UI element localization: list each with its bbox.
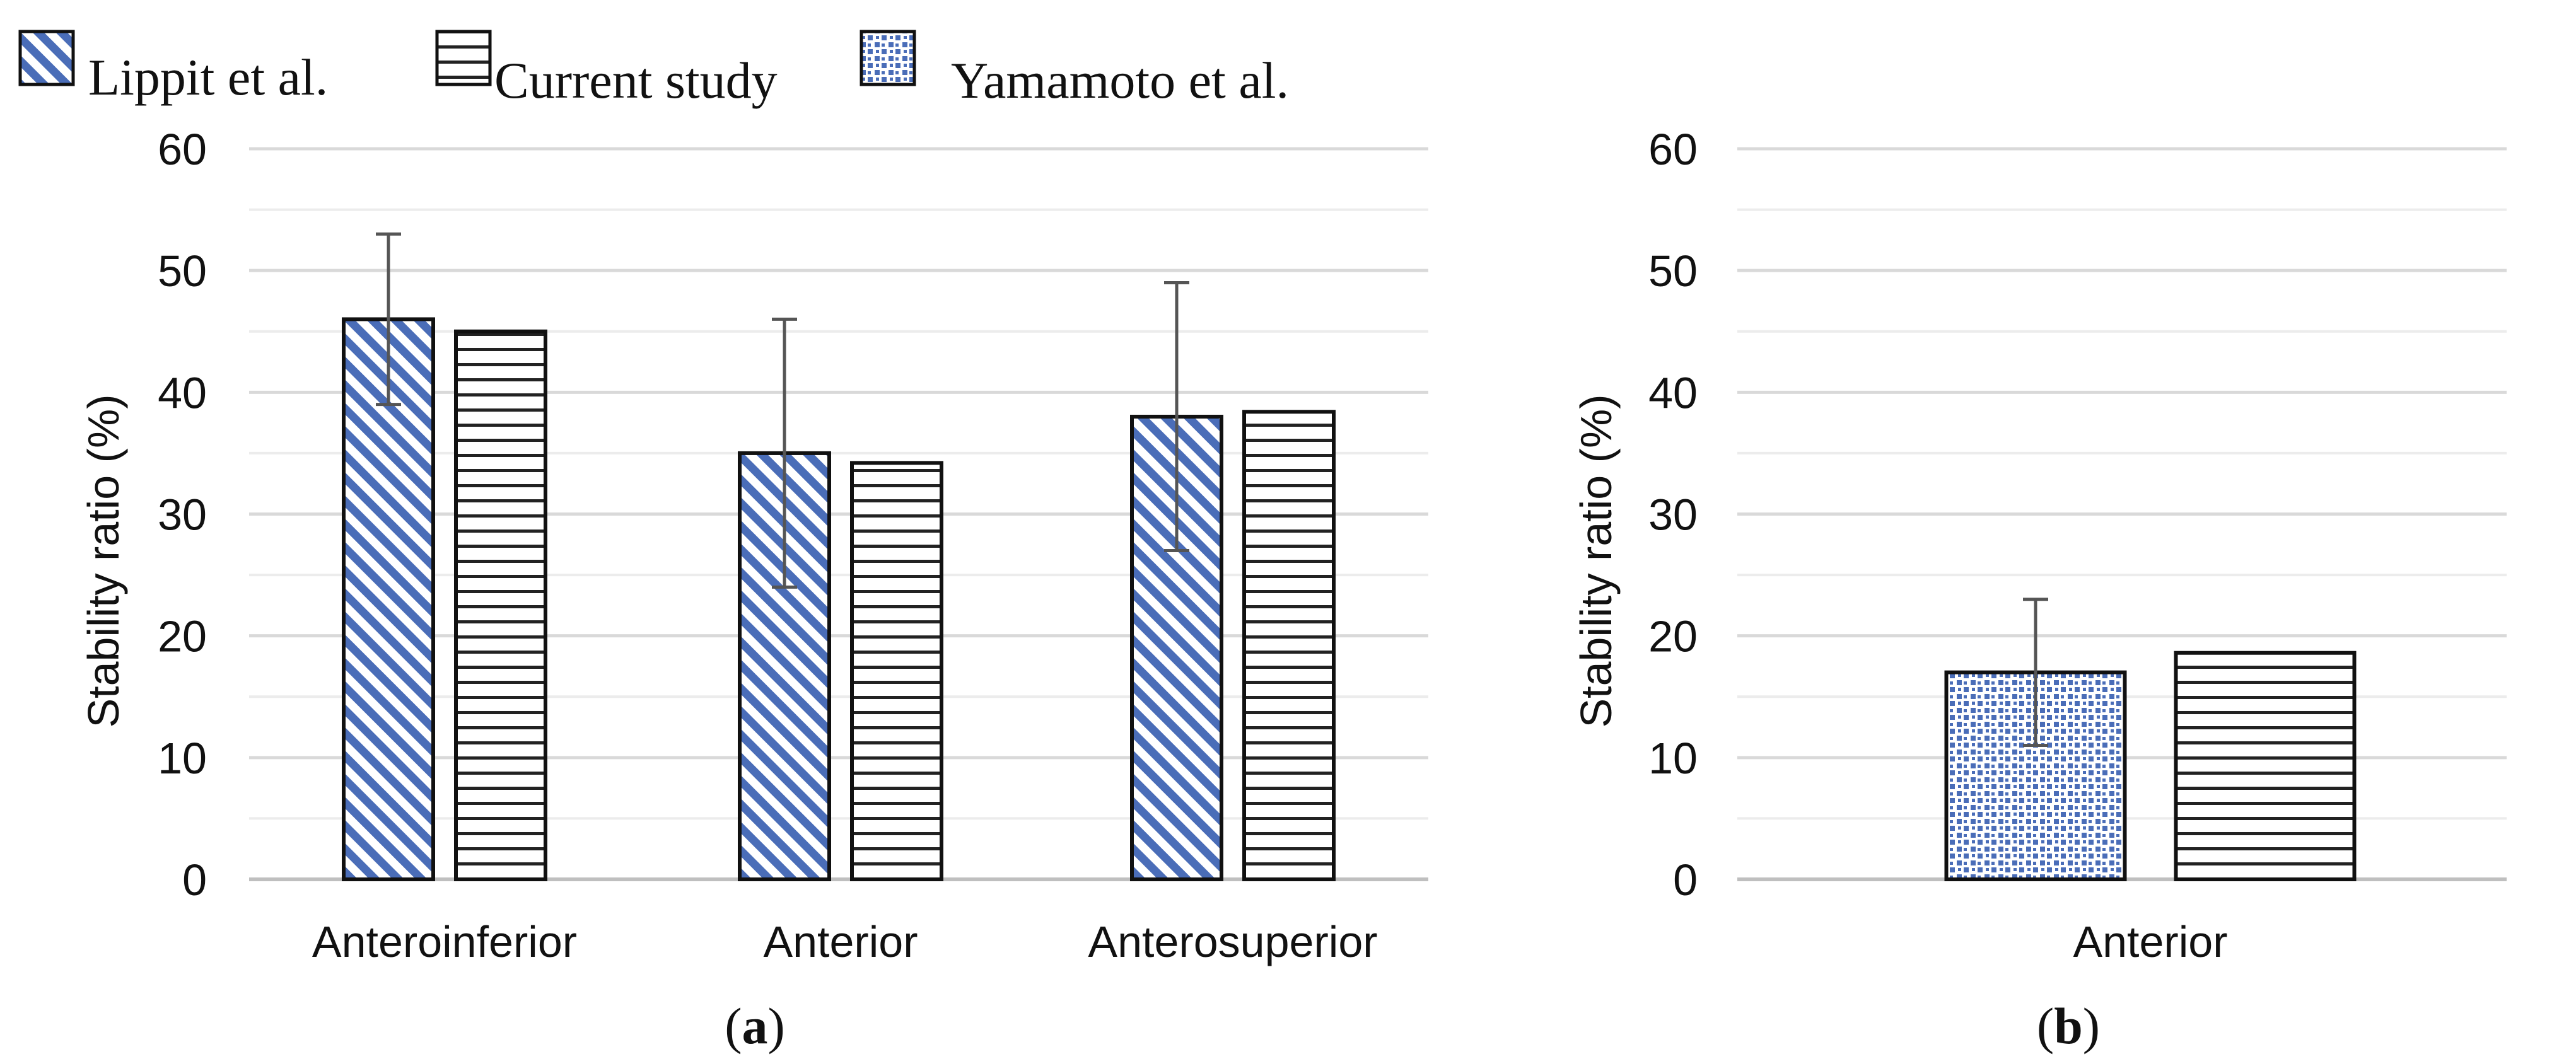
gridlines-a [249,147,1428,881]
legend-item-yamamoto: Yamamoto et al. [860,30,1289,109]
y-tick-label: 30 [1648,490,1698,540]
x-tick-labels-a: Anteroinferior Anterior Anterosuperior [312,917,1378,966]
bars-a [342,232,1336,881]
y-tick-label: 50 [1648,246,1698,296]
legend-swatch-yamamoto [860,30,916,86]
bar-hlines [1242,410,1336,881]
x-tick-label: Anteroinferior [312,917,577,966]
x-tick-label: Anterior [2073,917,2227,966]
chart-panel-b: 0 10 20 30 40 50 60 Anterior Stability ratio (… [1571,125,2507,1055]
panel-caption-b-open: ( [2037,997,2054,1055]
y-tick-label: 40 [158,368,207,417]
y-tick-label: 50 [158,246,207,296]
panel-caption-a-letter: a [742,997,768,1055]
legend-swatch-current [435,30,492,86]
y-tick-label: 60 [158,125,207,174]
legend-item-current: Current study [435,30,778,109]
y-tick-label: 30 [158,490,207,540]
x-tick-labels-b: Anterior [2073,917,2227,966]
panel-caption-a: (a) [725,997,785,1055]
y-tick-labels-a: 0 10 20 30 40 50 60 [158,125,207,905]
y-tick-label: 20 [158,612,207,661]
y-tick-label: 60 [1648,125,1698,174]
panel-caption-a-open: ( [725,997,742,1055]
y-axis-label-b: Stability ratio (%) [1571,394,1621,727]
y-tick-label: 10 [158,734,207,783]
x-tick-label: Anterior [763,917,918,966]
y-axis-label-a: Stability ratio (%) [79,394,128,727]
y-tick-label: 0 [182,855,207,905]
bar-diag [342,317,435,881]
y-tick-label: 0 [1673,855,1698,905]
panel-caption-b-close: ) [2083,997,2100,1055]
legend-label-yamamoto: Yamamoto et al. [951,52,1289,109]
panel-caption-b: (b) [2037,997,2100,1055]
y-tick-labels-b: 0 10 20 30 40 50 60 [1648,125,1698,905]
x-tick-label: Anterosuperior [1088,917,1377,966]
bar-hlines [2174,651,2357,881]
legend-swatch-lippit [18,30,75,86]
legend-label-current: Current study [494,52,778,109]
y-tick-label: 40 [1648,368,1698,417]
bars-b [1944,598,2357,882]
y-tick-label: 20 [1648,612,1698,661]
y-tick-label: 10 [1648,734,1698,783]
panel-caption-a-close: ) [768,997,785,1055]
legend-item-lippit: Lippit et al. [18,30,328,106]
bar-hlines [850,461,943,881]
legend-label-lippit: Lippit et al. [88,49,328,106]
legend: Lippit et al. Current study Yamamoto et … [18,30,1289,109]
panel-caption-b-letter: b [2054,997,2083,1055]
bar-hlines [454,329,547,881]
